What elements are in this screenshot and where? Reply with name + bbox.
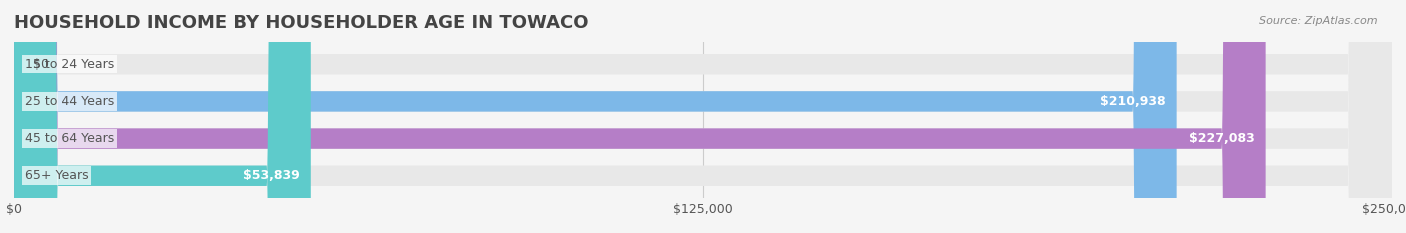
FancyBboxPatch shape [14,0,1392,233]
Text: 15 to 24 Years: 15 to 24 Years [25,58,114,71]
FancyBboxPatch shape [14,0,1265,233]
FancyBboxPatch shape [14,0,1392,233]
FancyBboxPatch shape [14,0,311,233]
Text: 25 to 44 Years: 25 to 44 Years [25,95,114,108]
Text: HOUSEHOLD INCOME BY HOUSEHOLDER AGE IN TOWACO: HOUSEHOLD INCOME BY HOUSEHOLDER AGE IN T… [14,14,589,32]
Text: $227,083: $227,083 [1189,132,1254,145]
Text: $210,938: $210,938 [1099,95,1166,108]
FancyBboxPatch shape [14,0,1392,233]
FancyBboxPatch shape [14,0,1392,233]
Text: 65+ Years: 65+ Years [25,169,89,182]
Text: 45 to 64 Years: 45 to 64 Years [25,132,114,145]
Text: $0: $0 [34,58,49,71]
FancyBboxPatch shape [14,0,1177,233]
Text: $53,839: $53,839 [243,169,299,182]
Text: Source: ZipAtlas.com: Source: ZipAtlas.com [1260,16,1378,26]
